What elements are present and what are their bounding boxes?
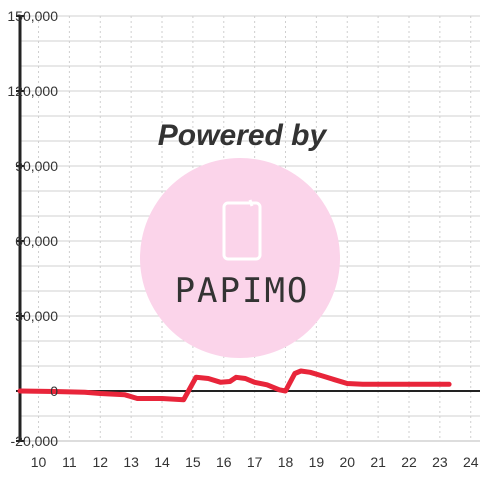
data-point xyxy=(266,384,268,386)
data-point xyxy=(300,370,302,372)
data-point xyxy=(207,378,209,379)
phone-icon xyxy=(222,199,262,261)
y-tick-label: 30,000 xyxy=(15,308,58,324)
x-tick-label: 18 xyxy=(278,454,294,470)
y-tick-label: 0 xyxy=(50,383,58,399)
data-point xyxy=(346,383,348,384)
tick-labels: -20,000 0 30,000 60,000 90,000 120,000 150,000… xyxy=(7,8,478,470)
data-point xyxy=(408,383,410,385)
y-tick-label: -20,000 xyxy=(11,433,59,449)
x-tick-label: 22 xyxy=(401,454,417,470)
data-point xyxy=(53,391,55,392)
x-tick-label: 10 xyxy=(31,454,47,470)
y-tick-label: 120,000 xyxy=(7,83,58,99)
x-tick-label: 24 xyxy=(463,454,479,470)
data-point xyxy=(244,378,246,379)
x-tick-label: 15 xyxy=(185,454,201,470)
data-point xyxy=(99,393,101,394)
watermark-logo-text: PAPIMO xyxy=(175,271,310,311)
x-tick-label: 12 xyxy=(92,454,108,470)
data-point xyxy=(124,394,126,396)
data-point xyxy=(84,391,86,393)
y-tick-label: 150,000 xyxy=(7,8,58,24)
data-point xyxy=(235,376,237,378)
x-tick-label: 11 xyxy=(62,454,77,470)
data-point xyxy=(362,383,364,385)
x-tick-label: 23 xyxy=(432,454,448,470)
data-point xyxy=(220,381,222,383)
data-point xyxy=(19,390,21,392)
grid xyxy=(20,15,480,442)
y-tick-label: 60,000 xyxy=(15,233,58,249)
data-point xyxy=(183,399,185,401)
y-tick-label: 90,000 xyxy=(15,158,58,174)
series xyxy=(17,368,452,403)
data-point xyxy=(278,389,280,391)
data-point xyxy=(161,398,163,399)
x-tick-label: 16 xyxy=(216,454,232,470)
x-tick-label: 19 xyxy=(309,454,325,470)
data-point xyxy=(309,371,311,373)
data-point xyxy=(195,376,197,378)
data-point xyxy=(448,383,450,385)
data-point xyxy=(322,375,324,377)
data-point xyxy=(285,390,287,392)
data-point xyxy=(136,398,138,399)
x-tick-label: 13 xyxy=(123,454,139,470)
data-point xyxy=(229,381,231,382)
watermark: Powered by PAPIMO xyxy=(140,119,340,358)
x-tick-label: 21 xyxy=(370,454,386,470)
x-tick-label: 14 xyxy=(154,454,170,470)
series-line xyxy=(17,368,452,403)
data-point xyxy=(377,383,379,385)
data-point xyxy=(294,373,296,374)
x-tick-label: 20 xyxy=(339,454,355,470)
watermark-text: Powered by xyxy=(158,119,328,152)
data-point xyxy=(254,381,256,383)
data-point xyxy=(334,379,336,381)
x-tick-label: 17 xyxy=(247,454,263,470)
